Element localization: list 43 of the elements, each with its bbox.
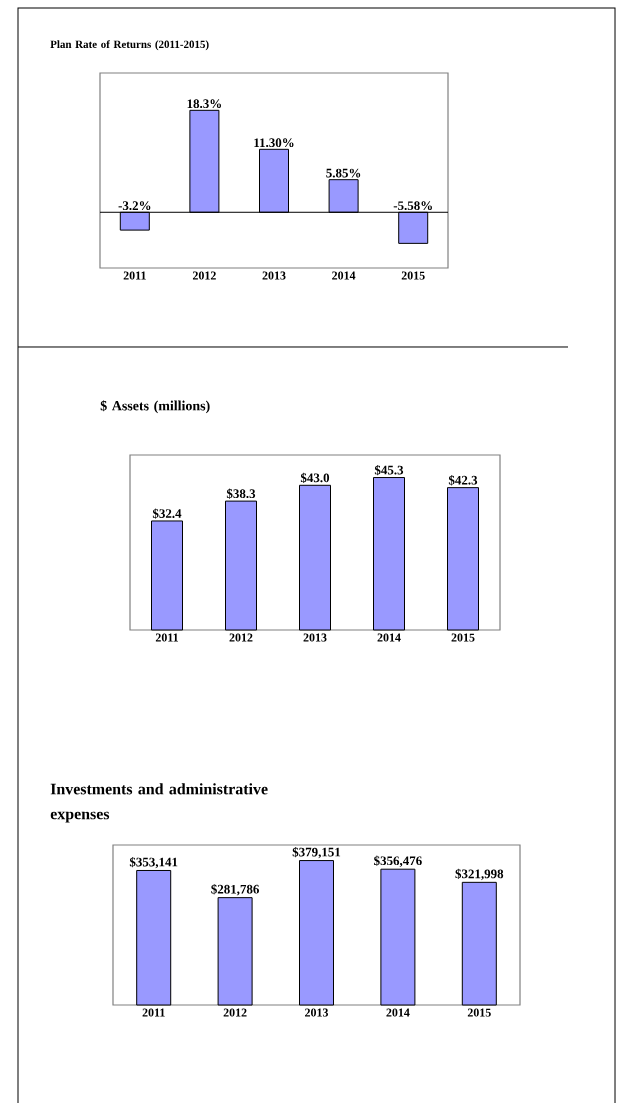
data-label: -5.58% <box>393 201 432 211</box>
x-tick-label: 2013 <box>303 633 327 642</box>
data-label: $38.3 <box>226 488 256 499</box>
bar <box>151 520 183 631</box>
bar <box>299 860 334 1006</box>
x-tick-label: 2015 <box>451 633 475 642</box>
data-label: $379,151 <box>292 846 341 859</box>
x-tick-label: 2011 <box>155 633 179 642</box>
data-label: $353,141 <box>129 856 178 869</box>
x-tick-label: 2015 <box>467 1008 491 1017</box>
x-tick-label: 2014 <box>377 633 401 642</box>
x-tick-label: 2014 <box>386 1008 410 1017</box>
bar <box>461 881 497 1006</box>
chart-title: $ Assets (millions) <box>100 400 210 414</box>
x-tick-label: 2012 <box>192 271 216 280</box>
bar <box>447 487 479 631</box>
data-label: $321,998 <box>455 868 504 881</box>
x-tick-label: 2012 <box>223 1008 247 1017</box>
data-label: -3.2% <box>118 201 151 211</box>
data-label: 5.85% <box>326 168 361 178</box>
bar <box>299 484 331 631</box>
data-label: $43.0 <box>300 472 330 484</box>
bar <box>373 477 405 631</box>
x-tick-label: 2013 <box>305 1008 329 1017</box>
x-tick-label: 2014 <box>332 271 356 280</box>
data-label: $45.3 <box>374 464 404 476</box>
data-label: $356,476 <box>374 855 422 867</box>
bar <box>136 869 172 1006</box>
bar <box>225 500 257 631</box>
x-tick-label: 2013 <box>262 271 286 280</box>
data-label: $281,786 <box>211 884 259 896</box>
data-label: $32.4 <box>152 508 182 519</box>
data-label: 11.30% <box>254 138 294 148</box>
chart-title: Investments and administrative expenses <box>50 783 268 823</box>
x-tick-label: 2011 <box>123 271 146 280</box>
bar <box>217 897 253 1006</box>
x-tick-label: 2011 <box>142 1008 165 1017</box>
data-label: 18.3% <box>187 99 221 109</box>
data-label: $42.3 <box>448 475 478 486</box>
chart-title: Plan Rate of Returns (2011-2015) <box>50 40 209 51</box>
x-tick-label: 2012 <box>229 633 253 642</box>
x-tick-label: 2015 <box>401 271 425 280</box>
bar <box>380 868 416 1006</box>
